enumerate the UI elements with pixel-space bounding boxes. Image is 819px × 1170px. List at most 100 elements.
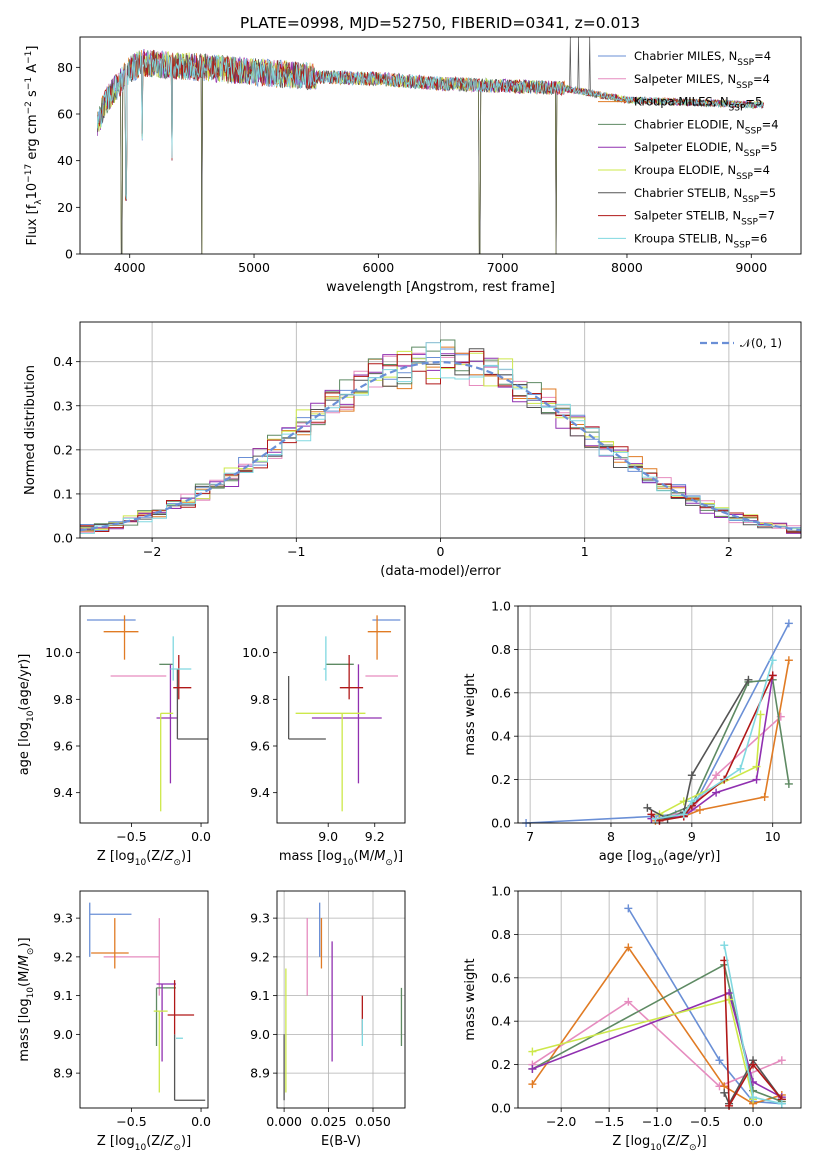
errorbar-point	[156, 664, 178, 784]
age_vs_mass-plot-area	[287, 615, 401, 812]
mass-weight-marker	[720, 1088, 729, 1097]
mass-weight-marker	[679, 810, 688, 819]
y-tick-label: 10.0	[45, 645, 73, 660]
residuals-ylabel: Normed distribution	[23, 365, 38, 495]
mass_vs_Z-panel: −0.5 0.0 8.9 9.0 9.1 9.2 9.3 Z [log10(Z/Z⊙)] mas…	[17, 890, 211, 1153]
mass-weight-marker	[712, 771, 721, 780]
mass-weight-series-line	[651, 675, 774, 820]
gaussian-reference-curve	[80, 360, 801, 532]
mass-weight-marker	[784, 656, 793, 665]
mass-weight-marker	[736, 764, 745, 773]
y-tick-label: 0.4	[491, 1014, 511, 1029]
age_vs_mass-xlabel: mass [log10(M/M⊙)]	[279, 849, 403, 868]
weight_vs_Z-plot-area	[528, 904, 786, 1110]
mass-weight-marker	[687, 771, 696, 780]
y-tick-label: 9.2	[53, 949, 73, 964]
mass-weight-marker	[647, 810, 656, 819]
mass-weight-series-line	[723, 960, 783, 1109]
y-tick-label: 9.0	[250, 1027, 270, 1042]
x-tick-label: −1.0	[642, 1114, 672, 1129]
legend-entry: Kroupa MILES, NSSP=5	[634, 95, 762, 114]
y-tick-label: 0.4	[53, 354, 73, 369]
y-tick-label: 0.2	[491, 1057, 511, 1072]
x-tick-label: 6000	[362, 260, 394, 275]
mass-weight-series-line	[659, 716, 782, 820]
errorbar-point	[339, 655, 364, 700]
mass-weight-marker	[749, 1093, 758, 1102]
x-tick-label: 0.000	[266, 1114, 302, 1129]
x-tick-label: 0.0	[743, 1114, 763, 1129]
errorbar-point	[173, 1034, 206, 1101]
mass-weight-marker	[784, 619, 793, 628]
age_vs_Z-xlabel: Z [log10(Z/Z⊙)]	[97, 849, 191, 868]
mass-weight-marker	[715, 1056, 724, 1065]
x-tick-label: 10	[765, 829, 781, 844]
mass_vs_EBV-frame	[276, 890, 406, 1109]
x-tick-label: −0.5	[116, 1114, 146, 1129]
mass-weight-marker	[777, 1056, 786, 1065]
y-tick-label: 9.8	[53, 692, 73, 707]
x-tick-label: −0.5	[690, 1114, 720, 1129]
mass-weight-marker	[720, 941, 729, 950]
errorbar-point	[91, 918, 129, 969]
x-tick-label: 9.0	[318, 829, 338, 844]
mass_vs_EBV-xlabel: E(B-V)	[321, 1134, 361, 1149]
errorbar-point	[103, 918, 160, 996]
mass-weight-series-line	[650, 675, 774, 822]
weight_vs_Z-panel: −2.0 −1.5 −1.0 −0.5 0.0 0.0 0.2 0.4 0.6 0.8 1.0 Z […	[463, 884, 802, 1153]
age_vs_mass-frame	[276, 605, 406, 824]
weight_vs_Z-frame	[517, 890, 802, 1109]
residuals-plot-area	[80, 339, 801, 534]
errorbar-point	[170, 636, 192, 681]
mass-weight-marker	[643, 803, 652, 812]
errorbar-point	[295, 712, 366, 812]
mass-weight-marker	[725, 1101, 734, 1110]
y-tick-label: 9.3	[250, 911, 270, 926]
weight_vs_Z-xlabel: Z [log10(Z/Z⊙)]	[612, 1134, 706, 1153]
mass_vs_Z-plot-area	[89, 902, 206, 1101]
mass-weight-marker	[768, 671, 777, 680]
y-tick-label: 10.0	[242, 645, 270, 660]
y-tick-label: 1.0	[491, 599, 511, 614]
mass-weight-marker	[744, 675, 753, 684]
y-tick-label: 0.2	[491, 772, 511, 787]
spectrum-panel: 4000 5000 6000 7000 8000 9000 0 20 40 60 80 wavelen…	[24, 36, 802, 295]
x-tick-label: 9000	[735, 260, 767, 275]
mass-weight-marker	[624, 997, 633, 1006]
errorbar-point	[153, 1010, 168, 1093]
x-tick-label: 9	[688, 829, 696, 844]
x-tick-label: 8	[607, 829, 615, 844]
x-tick-label: 1	[581, 544, 589, 559]
x-tick-label: 0.050	[355, 1114, 391, 1129]
y-tick-label: 0.6	[491, 970, 511, 985]
y-tick-label: 9.6	[53, 739, 73, 754]
x-tick-label: −1.5	[594, 1114, 624, 1129]
spectrum-series-line	[97, 50, 764, 200]
x-tick-label: −2	[143, 544, 161, 559]
legend-entry: Chabrier MILES, NSSP=4	[634, 49, 771, 68]
x-tick-label: −0.5	[116, 829, 146, 844]
y-tick-label: 0.4	[491, 729, 511, 744]
y-tick-label: 20	[57, 200, 73, 215]
spectrum-plot-area	[97, 37, 764, 254]
legend-entry: Salpeter MILES, NSSP=4	[634, 72, 770, 91]
y-tick-label: 40	[57, 153, 73, 168]
y-tick-label: 8.9	[53, 1066, 73, 1081]
errorbar-point	[160, 712, 174, 812]
x-tick-label: 7000	[487, 260, 519, 275]
x-tick-label: 0.0	[191, 829, 211, 844]
mass-weight-marker	[528, 1080, 537, 1089]
mass_vs_EBV-plot-area	[283, 902, 403, 1101]
x-tick-label: −2.0	[546, 1114, 576, 1129]
residuals-legend: 𝒩(0, 1)	[700, 336, 782, 350]
mass-weight-marker	[528, 1047, 537, 1056]
age_vs_Z-frame	[79, 605, 209, 824]
mass-weight-series-line	[526, 623, 790, 824]
mass-weight-marker	[695, 805, 704, 814]
x-tick-label: 7	[526, 829, 534, 844]
x-tick-label: 5000	[238, 260, 270, 275]
x-tick-label: 9.2	[365, 829, 385, 844]
x-tick-label: 4000	[114, 260, 146, 275]
spectrum-frame	[79, 36, 802, 255]
